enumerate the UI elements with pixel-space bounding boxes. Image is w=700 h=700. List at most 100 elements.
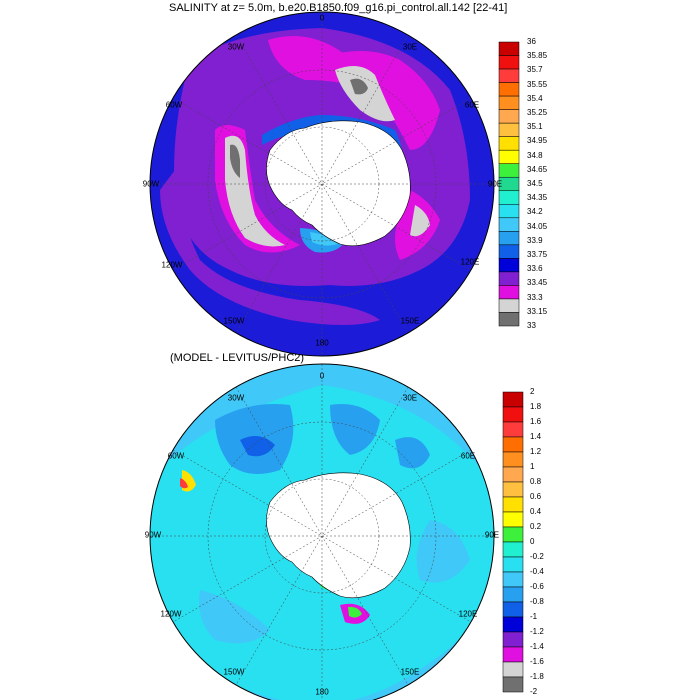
salinity-colorbar-label: 33.45: [527, 278, 548, 288]
lon-label-90e-b: 90E: [484, 530, 500, 540]
salinity-colorbar-label: 33.9: [527, 235, 543, 245]
salinity-colorbar-swatch: [498, 312, 520, 327]
graticule: [150, 12, 494, 356]
graticule-bottom: [150, 364, 494, 700]
salinity-colorbar-swatch: [498, 149, 520, 164]
difference-colorbar-label: -1.8: [530, 672, 544, 681]
difference-colorbar-label: 1: [530, 462, 535, 471]
difference-colorbar-swatch: [502, 631, 524, 648]
lon-label-60w-b: 60W: [167, 451, 185, 461]
difference-colorbar-label: 1.6: [530, 417, 542, 426]
lon-label-60e-b: 60E: [460, 451, 476, 461]
difference-colorbar-label: 0: [530, 537, 535, 546]
lon-label-30w-b: 30W: [227, 393, 245, 403]
lon-label-0: 0: [319, 13, 325, 23]
difference-colorbar-label: -1.6: [530, 657, 544, 666]
salinity-colorbar-swatch: [498, 136, 520, 151]
salinity-colorbar-swatch: [498, 122, 520, 137]
salinity-colorbar-label: 35.1: [527, 122, 543, 132]
salinity-colorbar-swatch: [498, 82, 520, 97]
difference-colorbar-label: -1.4: [530, 642, 544, 651]
lon-label-30e-b: 30E: [402, 393, 418, 403]
salinity-colorbar-swatch: [498, 258, 520, 273]
difference-colorbar-swatch: [502, 646, 524, 663]
difference-colorbar-label: 0.4: [530, 507, 542, 516]
lon-label-90e: 90E: [487, 179, 503, 189]
salinity-colorbar-label: 35.55: [527, 79, 548, 89]
salinity-colorbar-swatch: [498, 204, 520, 219]
difference-colorbar-swatch: [502, 526, 524, 543]
difference-colorbar-swatch: [502, 466, 524, 483]
salinity-colorbar-label: 34.5: [527, 179, 543, 188]
lon-label-180: 180: [315, 338, 329, 348]
salinity-colorbar-label: 33.15: [527, 306, 548, 316]
difference-colorbar-label: 1.4: [530, 432, 542, 441]
difference-colorbar-label: -2: [530, 687, 538, 696]
lon-label-90w: 90W: [142, 179, 160, 189]
difference-colorbar-swatch: [502, 391, 524, 408]
difference-colorbar-swatch: [502, 601, 524, 618]
salinity-colorbar-swatch: [498, 298, 520, 313]
difference-colorbar-swatch: [502, 556, 524, 573]
salinity-colorbar-label: 33.3: [527, 292, 543, 302]
salinity-colorbar-label: 35.85: [527, 51, 548, 61]
salinity-colorbar-label: 34.65: [527, 164, 548, 174]
difference-colorbar-label: -0.2: [530, 552, 544, 561]
salinity-colorbar-label: 34.35: [527, 193, 548, 203]
salinity-colorbar: [498, 41, 520, 327]
salinity-colorbar-swatch: [498, 217, 520, 232]
difference-colorbar-label: -1: [530, 612, 538, 621]
salinity-colorbar-swatch: [498, 285, 520, 300]
difference-colorbar-swatch: [502, 511, 524, 528]
salinity-colorbar-label: 33.6: [527, 264, 543, 274]
lon-label-180-b: 180: [315, 687, 329, 697]
lon-label-120w-b: 120W: [160, 609, 182, 619]
lon-label-60w: 60W: [165, 100, 183, 110]
lon-label-150w: 150W: [223, 316, 245, 326]
difference-map-title: (MODEL - LEVITUS/PHC2): [170, 352, 305, 364]
lon-label-120w: 120W: [161, 260, 183, 270]
lon-label-150e: 150E: [400, 316, 420, 326]
salinity-colorbar-swatch: [498, 163, 520, 178]
difference-colorbar-swatch: [502, 586, 524, 603]
difference-colorbar-swatch: [502, 496, 524, 513]
salinity-colorbar-swatch: [498, 244, 520, 259]
difference-colorbar-label: -0.8: [530, 597, 544, 606]
difference-colorbar-label: 1.8: [530, 402, 542, 411]
difference-colorbar-label: 0.8: [530, 477, 542, 486]
salinity-colorbar-swatch: [498, 55, 520, 70]
lon-label-150w-b: 150W: [223, 667, 245, 677]
antarctica-landmass-bottom: [266, 472, 411, 599]
salinity-colorbar-swatch: [498, 95, 520, 110]
difference-colorbar-label: 0.2: [530, 522, 542, 531]
salinity-colorbar-swatch: [498, 190, 520, 205]
salinity-colorbar-label: 33: [527, 321, 536, 330]
salinity-colorbar-label: 34.05: [527, 221, 548, 231]
salinity-colorbar-label: 35.4: [527, 93, 543, 103]
lon-label-120e-b: 120E: [458, 609, 478, 619]
difference-colorbar-swatch: [502, 541, 524, 558]
salinity-colorbar-label: 33.75: [527, 250, 548, 259]
salinity-map-title: SALINITY at z= 5.0m, b.e20.B1850.f09_g16…: [169, 2, 508, 14]
difference-colorbar-swatch: [502, 616, 524, 633]
salinity-colorbar-label: 34.8: [527, 150, 543, 160]
difference-colorbar-swatch: [502, 451, 524, 468]
lon-label-30w: 30W: [227, 42, 245, 52]
difference-colorbar-swatch: [502, 421, 524, 438]
difference-colorbar-label: -1.2: [530, 627, 544, 636]
salinity-colorbar-label: 35.7: [527, 65, 543, 75]
difference-colorbar-swatch: [502, 676, 524, 693]
salinity-colorbar-swatch: [498, 271, 520, 286]
lon-label-150e-b: 150E: [400, 667, 420, 677]
lon-label-60e: 60E: [464, 100, 480, 110]
difference-colorbar-label: -0.6: [530, 582, 544, 591]
salinity-colorbar-label: 34.95: [527, 136, 548, 146]
difference-colorbar-swatch: [502, 406, 524, 423]
salinity-colorbar-label: 36: [527, 37, 536, 46]
difference-colorbar-swatch: [502, 661, 524, 678]
difference-colorbar: [502, 391, 524, 693]
map-border: [149, 11, 495, 357]
salinity-colorbar-swatch: [498, 231, 520, 246]
map-border-bottom: [149, 363, 495, 700]
